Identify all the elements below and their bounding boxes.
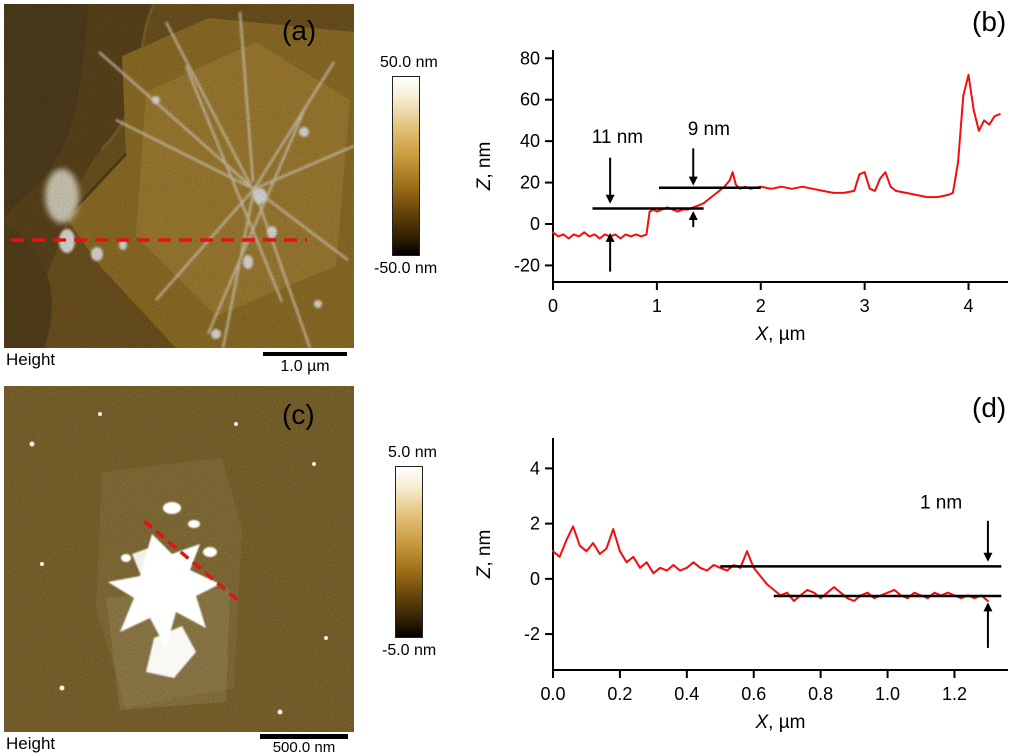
- svg-text:0: 0: [530, 569, 540, 589]
- svg-text:20: 20: [520, 173, 540, 193]
- svg-text:80: 80: [520, 48, 540, 68]
- svg-text:1: 1: [652, 296, 662, 316]
- step-height-reference-lines: [720, 565, 1002, 598]
- svg-text:0.0: 0.0: [540, 684, 565, 704]
- arrowhead: [605, 232, 615, 242]
- svg-text:3: 3: [860, 296, 870, 316]
- flake-cluster: [108, 502, 220, 678]
- x-axis-title: X, µm: [754, 712, 805, 733]
- profile-chart-d: -2 0 2 4 0.0 0.2 0.4 0.6 0.8 1.0 1.2 X, µm Z, nm 1 nm: [474, 438, 1008, 733]
- afm-image-c: (c): [4, 386, 354, 732]
- svg-text:-20: -20: [514, 255, 540, 275]
- arrowhead: [688, 176, 698, 186]
- scale-bar-a: [263, 352, 347, 356]
- svg-text:0.8: 0.8: [808, 684, 833, 704]
- small-particles: [29, 412, 328, 715]
- y-axis-title: Z, nm: [474, 530, 495, 580]
- y-axis-title: Z, nm: [474, 142, 495, 192]
- svg-text:0: 0: [548, 296, 558, 316]
- svg-text:0.6: 0.6: [741, 684, 766, 704]
- arrowhead: [688, 210, 698, 220]
- tick-labels: -2 0 2 4 0.0 0.2 0.4 0.6 0.8 1.0 1.2: [524, 458, 967, 704]
- afm-image-a: (a): [4, 4, 354, 348]
- panel-c-label: (c): [282, 399, 315, 430]
- profile-curve: [552, 73, 1001, 240]
- scale-bar-a-label: 1.0 µm: [280, 358, 330, 375]
- annotations: 11 nm 9 nm: [592, 119, 730, 272]
- axis-titles: X, µm Z, nm: [474, 142, 806, 345]
- scale-bar-c-label: 500.0 nm: [272, 739, 336, 756]
- arrowhead: [605, 194, 615, 204]
- svg-text:2: 2: [530, 514, 540, 534]
- height-label-c: Height: [6, 734, 56, 753]
- svg-text:1.2: 1.2: [942, 684, 967, 704]
- svg-text:60: 60: [520, 90, 540, 110]
- svg-text:0.4: 0.4: [674, 684, 699, 704]
- colorbar-a: [392, 76, 420, 256]
- axis-titles: X, µm Z, nm: [474, 530, 806, 733]
- svg-text:1.0: 1.0: [875, 684, 900, 704]
- scale-bar-c: [260, 734, 348, 739]
- svg-text:4: 4: [964, 296, 974, 316]
- svg-text:0: 0: [530, 214, 540, 234]
- annotation-label: 9 nm: [688, 119, 730, 140]
- colorbar-a-min-label: -50.0 nm: [374, 260, 438, 277]
- noise-texture-light-a: [4, 4, 354, 348]
- annotation-label: 1 nm: [920, 492, 962, 513]
- annotation-label: 11 nm: [592, 127, 643, 148]
- svg-text:-2: -2: [524, 624, 540, 644]
- panel-d-label: (d): [972, 392, 1007, 423]
- colorbar-c: [395, 466, 423, 638]
- annotations: 1 nm: [920, 492, 993, 648]
- axes: [552, 50, 1008, 283]
- colorbar-a-max-label: 50.0 nm: [380, 54, 438, 71]
- panel-b-label: (b): [972, 6, 1007, 37]
- arrowhead: [983, 552, 993, 562]
- colorbar-c-max-label: 5.0 nm: [388, 444, 437, 461]
- svg-text:0.2: 0.2: [607, 684, 632, 704]
- profile-chart-b: -20 0 20 40 60 80 0 1 2 3 4 X, µm Z, nm 11 nm 9 nm: [474, 48, 1008, 345]
- colorbar-c-min-label: -5.0 nm: [382, 642, 437, 659]
- svg-text:40: 40: [520, 131, 540, 151]
- tick-labels: -20 0 20 40 60 80 0 1 2 3 4: [514, 48, 974, 316]
- panel-a-label: (a): [282, 15, 316, 46]
- svg-text:4: 4: [530, 458, 540, 478]
- arrowhead: [983, 602, 993, 612]
- step-height-reference-lines: [592, 186, 761, 210]
- x-axis-title: X, µm: [754, 324, 805, 345]
- height-label-a: Height: [6, 350, 56, 369]
- profile-curve: [552, 525, 989, 602]
- profile-line-c: [142, 519, 242, 604]
- svg-text:2: 2: [756, 296, 766, 316]
